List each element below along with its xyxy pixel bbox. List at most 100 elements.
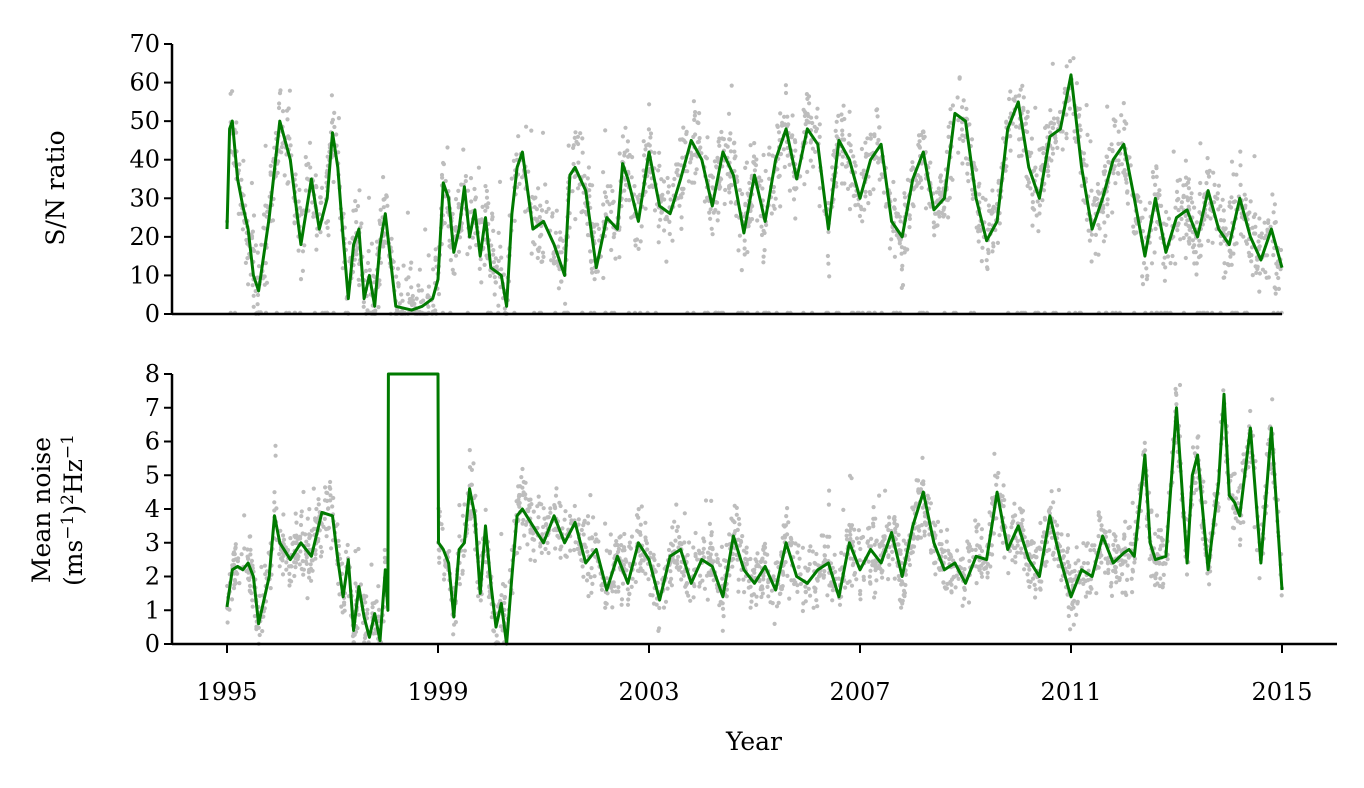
- scatter-point: [340, 610, 345, 615]
- scatter-point: [405, 210, 410, 215]
- y-tick-label: 50: [129, 107, 160, 135]
- scatter-point: [239, 177, 244, 182]
- scatter-point: [679, 215, 684, 220]
- scatter-point: [1078, 127, 1083, 133]
- scatter-point: [963, 156, 969, 161]
- scatter-point: [292, 220, 297, 225]
- scatter-point: [644, 541, 650, 546]
- scatter-point: [803, 599, 808, 604]
- scatter-point: [1183, 255, 1188, 261]
- scatter-point: [230, 563, 235, 568]
- scatter-point: [683, 140, 688, 145]
- scatter-point: [293, 560, 299, 565]
- scatter-point: [1183, 213, 1188, 218]
- scatter-point: [456, 249, 462, 254]
- scatter-point: [1198, 253, 1203, 258]
- scatter-point: [1001, 483, 1006, 488]
- scatter-point: [956, 576, 961, 582]
- scatter-point: [1056, 487, 1061, 493]
- scatter-point: [581, 532, 586, 537]
- scatter-point: [686, 179, 692, 184]
- scatter-point: [977, 227, 982, 232]
- scatter-point: [691, 99, 697, 104]
- scatter-point: [280, 109, 286, 114]
- scatter-point: [470, 235, 475, 240]
- scatter-point: [296, 199, 301, 204]
- scatter-point: [844, 164, 850, 169]
- scatter-point: [987, 510, 992, 515]
- scatter-point: [955, 548, 960, 553]
- scatter-point: [328, 493, 333, 498]
- scatter-point: [1122, 168, 1127, 173]
- scatter-point: [676, 554, 681, 559]
- scatter-point: [936, 186, 941, 191]
- scatter-point: [1109, 142, 1114, 147]
- scatter-point: [1089, 188, 1094, 193]
- scatter-point: [695, 557, 700, 562]
- scatter-point: [499, 531, 504, 537]
- scatter-point: [757, 175, 762, 180]
- scatter-point: [847, 579, 852, 584]
- scatter-point: [679, 226, 684, 231]
- scatter-point: [284, 108, 290, 113]
- scatter-point: [714, 164, 719, 169]
- scatter-point: [1103, 570, 1108, 575]
- scatter-point: [1227, 200, 1232, 205]
- scatter-point: [1026, 180, 1032, 185]
- scatter-point: [1176, 196, 1181, 202]
- scatter-point: [986, 250, 991, 256]
- scatter-point: [1065, 533, 1070, 538]
- scatter-point: [1107, 146, 1112, 152]
- scatter-point: [1042, 515, 1047, 520]
- scatter-point: [602, 190, 608, 195]
- scatter-point: [1125, 189, 1130, 194]
- scatter-point: [367, 268, 372, 273]
- scatter-point: [525, 542, 530, 547]
- scatter-point: [857, 558, 862, 563]
- scatter-point: [322, 498, 328, 503]
- scatter-point: [714, 552, 719, 557]
- scatter-point: [535, 255, 540, 261]
- scatter-point: [1186, 239, 1191, 244]
- scatter-point: [1173, 205, 1178, 210]
- scatter-point: [1039, 539, 1045, 545]
- scatter-point: [834, 184, 839, 189]
- scatter-point: [825, 253, 831, 259]
- scatter-point: [1053, 139, 1059, 144]
- scatter-point: [491, 228, 496, 233]
- scatter-point: [803, 122, 808, 127]
- scatter-point: [893, 526, 898, 532]
- scatter-point: [544, 209, 549, 214]
- scatter-point: [287, 571, 292, 577]
- scatter-point: [760, 186, 765, 191]
- scatter-point: [1125, 563, 1130, 568]
- scatter-point: [537, 215, 542, 220]
- scatter-point: [1242, 192, 1247, 197]
- scatter-point: [732, 520, 737, 525]
- scatter-point: [834, 119, 839, 124]
- scatter-point: [1233, 199, 1238, 204]
- scatter-point: [641, 139, 646, 144]
- scatter-point: [247, 583, 253, 589]
- scatter-point: [241, 193, 246, 198]
- scatter-point: [1181, 235, 1186, 241]
- scatter-point: [1270, 397, 1275, 402]
- scatter-point: [985, 575, 990, 580]
- scatter-point: [762, 551, 768, 556]
- scatter-point: [1030, 206, 1035, 211]
- scatter-point: [847, 109, 852, 114]
- scatter-point: [1068, 59, 1073, 64]
- scatter-point: [1266, 220, 1271, 225]
- scatter-point: [793, 140, 798, 145]
- scatter-point: [1051, 550, 1056, 556]
- scatter-point: [328, 498, 333, 503]
- scatter-point: [833, 569, 838, 575]
- scatter-point: [826, 261, 831, 266]
- scatter-point: [376, 584, 381, 589]
- scatter-point: [894, 214, 899, 219]
- scatter-point: [590, 270, 595, 275]
- scatter-point: [1187, 227, 1192, 232]
- scatter-point: [1013, 545, 1018, 551]
- scatter-point: [651, 555, 656, 561]
- scatter-point: [1103, 530, 1108, 535]
